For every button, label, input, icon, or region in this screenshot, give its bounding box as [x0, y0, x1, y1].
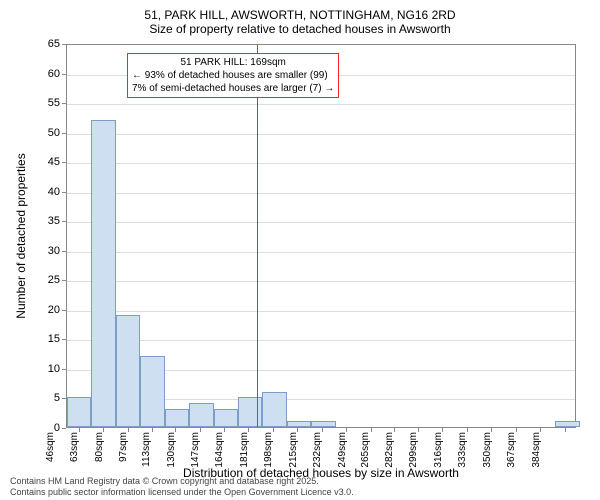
- property-marker-line: [257, 45, 258, 427]
- chart-title-line1: 51, PARK HILL, AWSWORTH, NOTTINGHAM, NG1…: [8, 8, 592, 22]
- gridline: [67, 281, 575, 282]
- ytick: [62, 339, 66, 340]
- xtick-label: 384sqm: [531, 432, 599, 468]
- ytick-label: 15: [32, 333, 60, 345]
- annotation-left: ← 93% of detached houses are smaller (99…: [132, 69, 334, 82]
- annotation-right: 7% of semi-detached houses are larger (7…: [132, 82, 334, 95]
- histogram-bar: [140, 356, 164, 427]
- histogram-bar: [555, 421, 579, 427]
- ytick: [62, 398, 66, 399]
- ytick: [62, 251, 66, 252]
- ytick: [62, 280, 66, 281]
- ytick: [62, 44, 66, 45]
- histogram-bar: [238, 397, 262, 427]
- gridline: [67, 252, 575, 253]
- ytick-label: 60: [32, 68, 60, 80]
- gridline: [67, 134, 575, 135]
- ytick-label: 20: [32, 304, 60, 316]
- ytick: [62, 428, 66, 429]
- ytick-label: 30: [32, 245, 60, 257]
- gridline: [67, 104, 575, 105]
- ytick: [62, 310, 66, 311]
- histogram-bar: [262, 392, 286, 427]
- chart-title-line2: Size of property relative to detached ho…: [8, 22, 592, 36]
- ytick: [62, 162, 66, 163]
- attribution-text: Contains HM Land Registry data © Crown c…: [10, 476, 354, 498]
- gridline: [67, 311, 575, 312]
- plot-area: 51 PARK HILL: 169sqm← 93% of detached ho…: [66, 44, 576, 428]
- ytick-label: 50: [32, 127, 60, 139]
- histogram-bar: [67, 397, 91, 427]
- gridline: [67, 340, 575, 341]
- gridline: [67, 222, 575, 223]
- attribution-line1: Contains HM Land Registry data © Crown c…: [10, 476, 354, 487]
- ytick: [62, 74, 66, 75]
- annotation-title: 51 PARK HILL: 169sqm: [132, 56, 334, 69]
- ytick-label: 65: [32, 38, 60, 50]
- ytick: [62, 192, 66, 193]
- gridline: [67, 163, 575, 164]
- ytick-label: 5: [32, 392, 60, 404]
- histogram-bar: [116, 315, 140, 427]
- histogram-bar: [165, 409, 189, 427]
- ytick-label: 45: [32, 156, 60, 168]
- ytick-label: 25: [32, 274, 60, 286]
- histogram-bar: [189, 403, 213, 427]
- ytick: [62, 133, 66, 134]
- chart-container: 51, PARK HILL, AWSWORTH, NOTTINGHAM, NG1…: [0, 0, 600, 500]
- gridline: [67, 193, 575, 194]
- ytick-label: 35: [32, 215, 60, 227]
- ytick-label: 55: [32, 97, 60, 109]
- ytick: [62, 221, 66, 222]
- ytick-label: 10: [32, 363, 60, 375]
- ytick: [62, 103, 66, 104]
- ytick-label: 40: [32, 186, 60, 198]
- histogram-bar: [311, 421, 335, 427]
- ytick: [62, 369, 66, 370]
- histogram-bar: [287, 421, 311, 427]
- histogram-bar: [91, 120, 115, 427]
- annotation-box: 51 PARK HILL: 169sqm← 93% of detached ho…: [127, 53, 339, 98]
- attribution-line2: Contains public sector information licen…: [10, 487, 354, 498]
- histogram-bar: [214, 409, 238, 427]
